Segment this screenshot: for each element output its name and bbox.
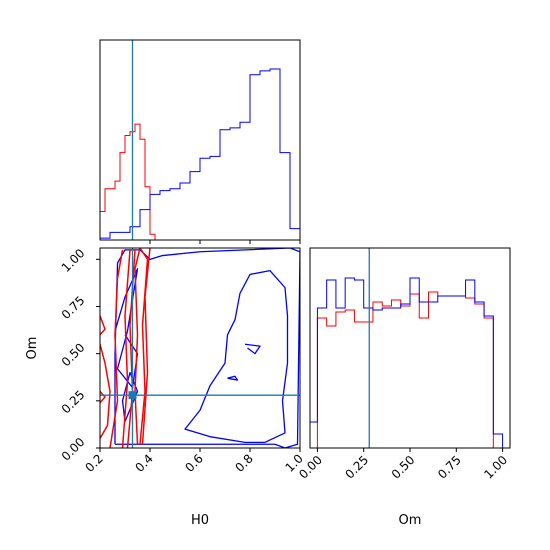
joint-ytick-label-0: 0.00 [59,435,88,464]
contour-blue-3 [121,371,139,422]
joint-ytick-label-1: 0.25 [59,388,88,417]
om-xlabel: Om [399,513,422,528]
h0-histogram-red-series [100,123,156,240]
joint-ytick-label-3: 0.75 [59,293,88,322]
h0-histogram-blue-series [100,68,300,240]
joint-xtick-label-1: 0.4 [132,451,155,474]
contour-red-12 [100,315,106,336]
joint-xtick-label-0: 0.2 [82,451,105,474]
joint-ylabel: Om [25,337,40,360]
h0-histogram-panel [99,39,301,244]
h0-histogram-plot-area [100,40,300,240]
contour-blue-2 [114,268,139,389]
contour-red-7 [109,249,124,448]
joint-truth-marker [128,391,137,400]
contour-blue-4 [227,375,239,381]
om-histogram-red-series [316,291,498,448]
contour-red-8 [121,249,131,448]
joint-plot-area [100,248,300,448]
contour-red-10 [134,248,149,445]
contour-blue-1 [184,269,289,443]
om-xtick-label-2: 0.50 [389,453,418,482]
contour-red-11 [141,248,151,445]
joint-ytick-label-4: 1.00 [59,246,88,275]
contour-blue-0 [114,248,300,448]
contour-red-6 [100,344,111,439]
om-histogram-plot-area [310,248,510,448]
contour-blue-5 [244,343,261,355]
joint-xlabel: H0 [191,513,209,528]
joint-xtick-label-2: 0.6 [182,451,205,474]
joint-xtick-label-3: 0.8 [232,451,255,474]
om-xtick-label-3: 0.75 [435,453,464,482]
joint-ytick-label-2: 0.50 [59,340,88,369]
om-xtick-label-4: 1.00 [481,453,510,482]
contour-red-13 [100,390,106,404]
om-xtick-label-1: 0.25 [342,453,371,482]
om-histogram-blue-series [310,277,510,448]
